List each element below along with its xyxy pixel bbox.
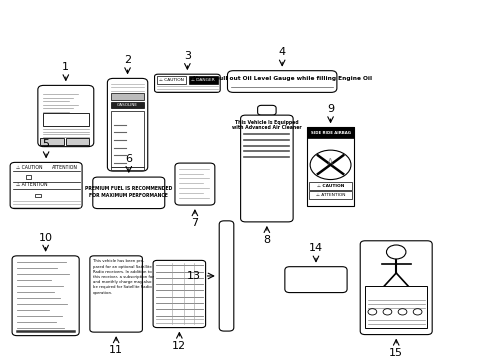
Text: This Vehicle Is Equipped: This Vehicle Is Equipped (235, 120, 298, 125)
Text: A: A (326, 158, 333, 168)
Text: FOR MAXIMUM PERFORMANCE: FOR MAXIMUM PERFORMANCE (89, 193, 168, 198)
Bar (26, 175, 31, 179)
FancyBboxPatch shape (107, 78, 147, 171)
Text: Never pull out Oil Level Gauge while filling Engine Oil: Never pull out Oil Level Gauge while fil… (192, 76, 371, 81)
Text: ⚠ ATTENTION: ⚠ ATTENTION (16, 182, 47, 187)
Circle shape (386, 245, 405, 259)
FancyBboxPatch shape (93, 177, 164, 208)
Text: ⚠ DANGER: ⚠ DANGER (191, 78, 215, 82)
Bar (308, 192, 351, 199)
Bar (35, 194, 41, 197)
Circle shape (412, 309, 421, 315)
Text: ⚠ CAUTION: ⚠ CAUTION (159, 78, 183, 82)
Text: with Advanced Air Cleaner: with Advanced Air Cleaner (232, 125, 301, 130)
FancyBboxPatch shape (90, 256, 142, 332)
Text: PREMIUM FUEL IS RECOMMENDED: PREMIUM FUEL IS RECOMMENDED (85, 186, 172, 191)
FancyBboxPatch shape (360, 241, 431, 334)
FancyBboxPatch shape (175, 163, 214, 205)
Text: 6: 6 (125, 154, 132, 164)
Bar (188, 76, 217, 84)
FancyBboxPatch shape (154, 74, 220, 93)
Text: 1: 1 (62, 62, 69, 72)
Text: 15: 15 (388, 348, 403, 358)
Text: 5: 5 (42, 139, 49, 149)
FancyBboxPatch shape (153, 260, 205, 328)
Circle shape (382, 309, 391, 315)
Bar (365, 286, 427, 328)
Text: 2: 2 (124, 55, 131, 65)
Text: ⚠ ATTENTION: ⚠ ATTENTION (315, 193, 345, 197)
FancyBboxPatch shape (257, 105, 276, 115)
FancyBboxPatch shape (10, 162, 82, 208)
Text: 4: 4 (278, 48, 285, 57)
Text: 14: 14 (308, 243, 323, 253)
Bar (306, 127, 354, 206)
Bar (111, 102, 143, 108)
Bar (66, 138, 89, 145)
Bar (42, 113, 89, 126)
Text: 10: 10 (39, 233, 53, 243)
Text: This vehicle has been pre-
pared for an optional Satellite
Radio receivers. In a: This vehicle has been pre- pared for an … (93, 259, 154, 294)
Bar (306, 127, 354, 138)
FancyBboxPatch shape (38, 85, 94, 147)
Circle shape (367, 309, 376, 315)
Text: ATTENTION: ATTENTION (52, 165, 78, 170)
Text: 3: 3 (183, 51, 190, 61)
Bar (111, 111, 143, 167)
Bar (111, 93, 143, 100)
Circle shape (309, 150, 350, 180)
Text: 9: 9 (326, 104, 333, 114)
Text: 13: 13 (186, 271, 201, 281)
Bar (157, 76, 186, 84)
Text: 11: 11 (109, 346, 123, 355)
Text: GASOLINE: GASOLINE (117, 103, 138, 107)
FancyBboxPatch shape (12, 256, 79, 336)
Bar (111, 167, 143, 170)
FancyBboxPatch shape (240, 115, 292, 222)
Text: 12: 12 (172, 341, 186, 351)
Text: 7: 7 (191, 219, 198, 228)
Text: ⚠ CAUTION: ⚠ CAUTION (316, 184, 344, 188)
Text: SIDE RIDE AIRBAG: SIDE RIDE AIRBAG (310, 131, 350, 135)
Bar (308, 182, 351, 190)
FancyBboxPatch shape (219, 221, 233, 331)
Text: ⚠ CAUTION: ⚠ CAUTION (16, 165, 42, 170)
Bar (40, 138, 64, 145)
FancyBboxPatch shape (227, 71, 336, 93)
Text: 8: 8 (263, 235, 270, 245)
FancyBboxPatch shape (285, 267, 346, 293)
Circle shape (397, 309, 406, 315)
